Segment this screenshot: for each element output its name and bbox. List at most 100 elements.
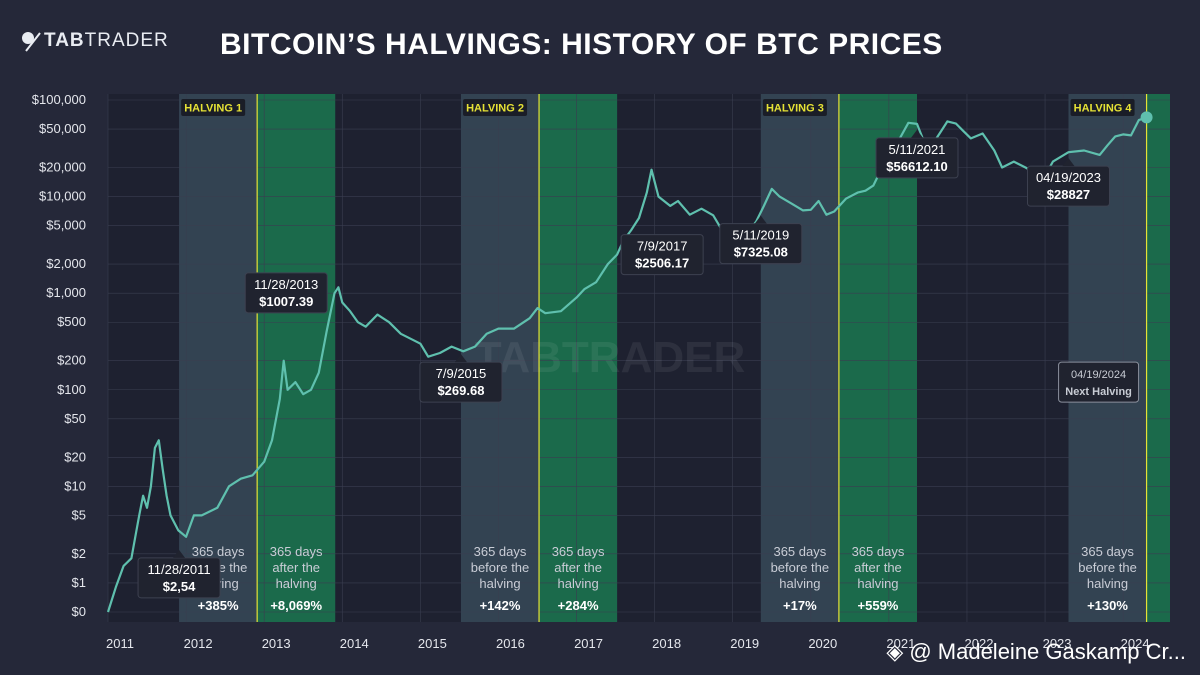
annotation-pointer <box>454 354 467 363</box>
halving-label-1: HALVING 1 <box>184 103 242 115</box>
x-tick-label: 2017 <box>574 636 603 651</box>
watermark-text: TABTRADER <box>475 333 746 382</box>
annotation-price-1: $1007.39 <box>259 294 313 309</box>
brand-logo: TABTRADER <box>20 30 169 52</box>
x-tick-label: 2024 <box>1121 636 1150 651</box>
band-pct-change: +8,069% <box>270 598 322 613</box>
x-tick-label: 2011 <box>106 636 134 651</box>
tabtrader-logo-icon <box>20 30 42 52</box>
band-label-days: 365 days <box>773 544 826 559</box>
band-after-1 <box>257 94 336 622</box>
band-label-halving: halving <box>479 576 520 591</box>
x-tick-label: 2021 <box>886 636 915 651</box>
annotation-price-5: $56612.10 <box>886 159 947 174</box>
logo-trader: TRADER <box>84 30 169 51</box>
band-label-days: 365 days <box>474 544 527 559</box>
y-tick-label: $5,000 <box>46 218 86 233</box>
band-label-days: 365 days <box>1081 544 1134 559</box>
annotation-price-3: $2506.17 <box>635 256 689 271</box>
y-tick-label: $10,000 <box>39 189 86 204</box>
annotation-date-1: 11/28/2013 <box>254 277 318 292</box>
halving-label-bg <box>463 99 528 116</box>
y-axis: $0 $1 $2 $5 $10 $20 $50 $100 $200 $500 $1,000 $2,00… <box>32 92 86 619</box>
y-tick-label: $100,000 <box>32 92 86 107</box>
y-tick-label: $200 <box>57 353 86 368</box>
annotation-date-6: 04/19/2023 <box>1036 170 1101 185</box>
halving-label-bg <box>181 99 246 116</box>
band-label-halving: halving <box>557 576 598 591</box>
halving-markers: HALVING 1 HALVING 2 HALVING 3 HALVING 4 <box>181 94 1148 622</box>
annotation-date-5: 5/11/2021 <box>889 142 946 157</box>
band-pct-change: +284% <box>558 598 599 613</box>
annotation-price-7: Next Halving <box>1065 386 1132 398</box>
binance-icon: ◈ <box>886 639 904 664</box>
band-label-direction: before the <box>771 560 830 575</box>
x-tick-label: 2020 <box>808 636 837 651</box>
y-tick-label: $1 <box>72 575 86 590</box>
y-tick-label: $2 <box>72 546 86 561</box>
annotation-date-2: 7/9/2015 <box>436 366 487 381</box>
price-series <box>106 111 1153 613</box>
x-tick-label: 2012 <box>184 636 213 651</box>
band-after-3 <box>539 94 618 622</box>
annotation-date-0: 11/28/2011 <box>147 562 210 577</box>
band-pct-change: +385% <box>198 598 239 613</box>
band-label-halving: halving <box>857 576 898 591</box>
price-annotations: 11/28/2011 $2,54 11/28/2013 $1007.39 7/9/201… <box>137 129 1140 599</box>
annotation-pointer <box>1062 158 1075 167</box>
x-tick-label: 2023 <box>1043 636 1072 651</box>
band-label-direction: before the <box>471 560 530 575</box>
band-label-halving: halving <box>779 576 820 591</box>
band-label-direction: after the <box>854 560 902 575</box>
annotation-price-2: $269.68 <box>437 383 484 398</box>
annotation-date-3: 7/9/2017 <box>637 239 688 254</box>
y-tick-label: $20,000 <box>39 160 86 175</box>
band-label-direction: after the <box>272 560 320 575</box>
y-tick-label: $5 <box>72 507 86 522</box>
halving-label-bg <box>1070 99 1135 116</box>
x-tick-label: 2019 <box>730 636 759 651</box>
band-pct-change: +142% <box>480 598 521 613</box>
logo-tab: TAB <box>44 30 85 51</box>
annotation-price-6: $28827 <box>1047 187 1090 202</box>
annotation-pointer <box>910 129 923 138</box>
annotation-box-7 <box>1058 361 1140 403</box>
x-tick-label: 2018 <box>652 636 681 651</box>
band-label-halving: halving <box>276 576 317 591</box>
y-tick-label: $50 <box>64 411 86 426</box>
halving-label-4: HALVING 4 <box>1074 103 1133 115</box>
band-pct-change: +559% <box>858 598 899 613</box>
band-label-direction: after the <box>554 560 602 575</box>
x-tick-label: 2016 <box>496 636 525 651</box>
band-pct-change: +130% <box>1087 598 1128 613</box>
x-tick-label: 2022 <box>965 636 994 651</box>
page-title: BITCOIN’S HALVINGS: HISTORY OF BTC PRICE… <box>220 28 943 61</box>
annotation-box-1 <box>244 272 328 314</box>
halving-label-bg <box>762 99 827 116</box>
band-pct-change: +17% <box>783 598 817 613</box>
band-before-0 <box>179 94 258 622</box>
annotation-pointer <box>173 549 186 558</box>
y-tick-label: $0 <box>72 604 86 619</box>
price-line <box>106 116 1147 613</box>
halving-label-2: HALVING 2 <box>466 103 524 115</box>
band-label-days: 365 days <box>192 544 245 559</box>
y-tick-label: $10 <box>64 478 86 493</box>
x-tick-label: 2014 <box>340 636 369 651</box>
annotation-box-3 <box>620 234 704 276</box>
band-label-days: 365 days <box>852 544 905 559</box>
annotation-price-4: $7325.08 <box>734 245 788 260</box>
y-tick-label: $100 <box>57 382 86 397</box>
band-after-7 <box>1146 94 1170 622</box>
x-axis: 2011 2012 2013 2014 2015 2016 2017 2018 2019 2020… <box>106 636 1150 651</box>
price-endpoint <box>1140 111 1153 124</box>
band-after-5 <box>838 94 917 622</box>
band-label-days: 365 days <box>270 544 323 559</box>
band-label-days: 365 days <box>552 544 605 559</box>
y-tick-label: $20 <box>64 449 86 464</box>
annotation-price-0: $2,54 <box>163 579 196 594</box>
x-tick-label: 2013 <box>262 636 291 651</box>
y-tick-label: $2,000 <box>46 256 86 271</box>
x-tick-label: 2015 <box>418 636 447 651</box>
